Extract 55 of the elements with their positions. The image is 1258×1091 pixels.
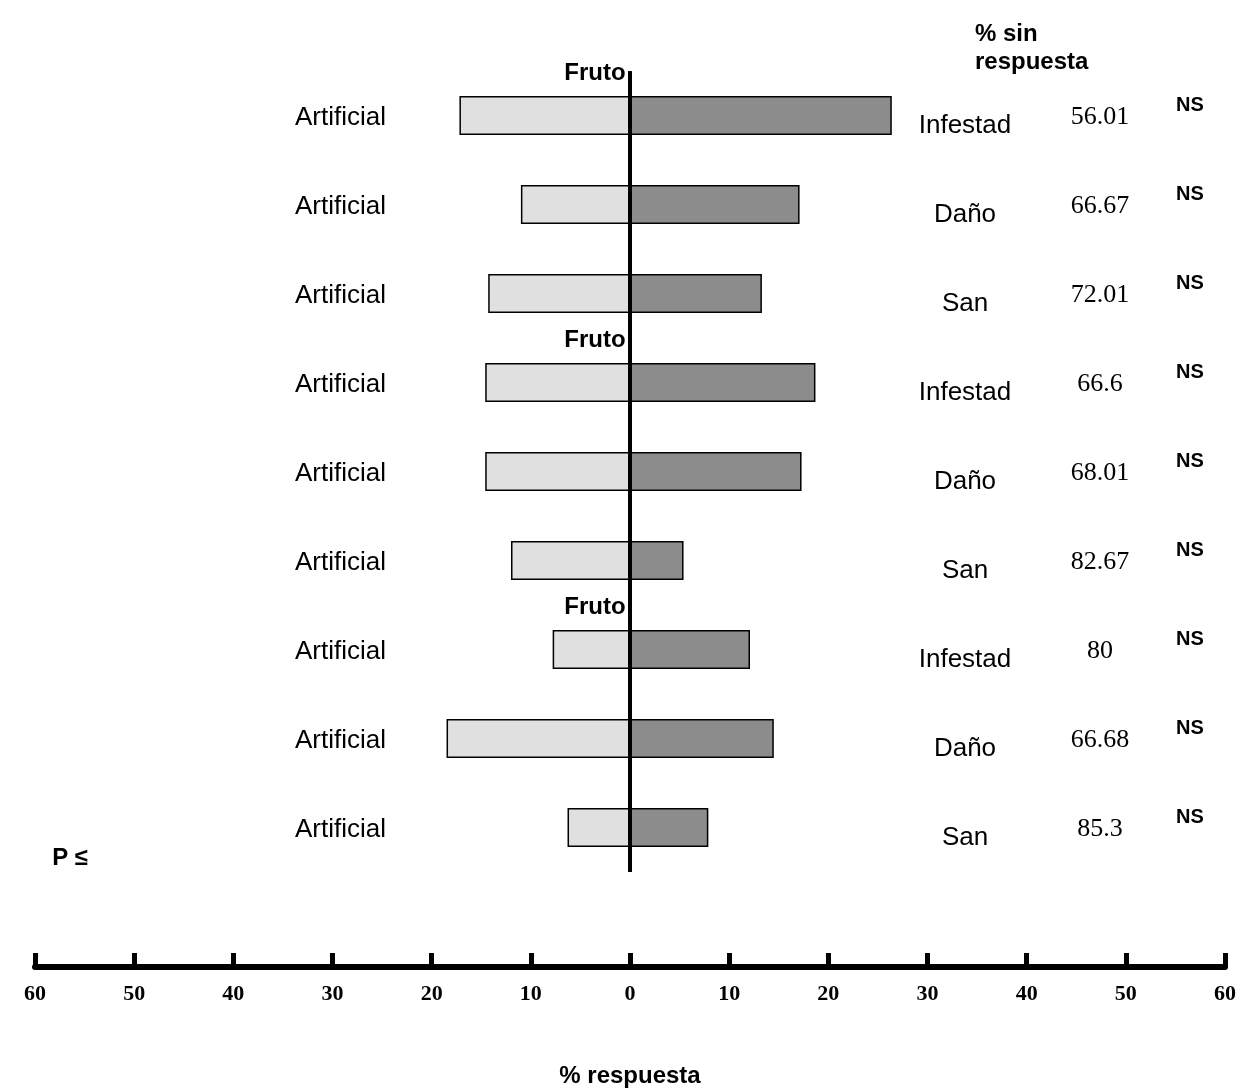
annotation: NS xyxy=(1176,92,1204,115)
x-tick-label: 40 xyxy=(1015,979,1038,1005)
x-tick-label: 10 xyxy=(718,979,741,1005)
annotation: Infestad xyxy=(918,642,1012,673)
y-tick-label: Artificial xyxy=(295,812,387,843)
y-tick-label: Artificial xyxy=(295,634,387,665)
y-tick-label: Artificial xyxy=(295,189,387,220)
annotation: NS xyxy=(1176,448,1204,471)
y-tick-label: Artificial xyxy=(295,456,387,487)
x-tick-label: 10 xyxy=(519,979,542,1005)
annotation: 66.6 xyxy=(1077,368,1123,397)
annotation: Fruto xyxy=(564,58,626,85)
x-tick-label: 30 xyxy=(321,979,344,1005)
x-tick-label: 20 xyxy=(817,979,840,1005)
x-tick-label: 20 xyxy=(420,979,443,1005)
annotation: Fruto xyxy=(564,325,626,352)
annotation: 85.3 xyxy=(1077,813,1123,842)
y-tick-label: Artificial xyxy=(295,278,387,309)
y-tick-label: Artificial xyxy=(295,100,387,131)
annotation: 66.67 xyxy=(1070,190,1130,219)
annotation: Infestad xyxy=(918,108,1012,139)
annotation: 80 xyxy=(1087,635,1113,664)
annotation: 56.01 xyxy=(1070,101,1130,130)
annotation: NS xyxy=(1176,181,1204,204)
annotation: San xyxy=(941,553,989,584)
x-tick-label: 40 xyxy=(222,979,245,1005)
x-tick-label: 0 xyxy=(624,979,636,1005)
annotation: NS xyxy=(1176,537,1204,560)
annotation: 68.01 xyxy=(1070,457,1130,486)
annotation: Fruto xyxy=(564,592,626,619)
annotation: Daño xyxy=(933,464,997,495)
y-tick-label: Artificial xyxy=(295,545,387,576)
annotation: Daño xyxy=(933,731,997,762)
annotation: 66.68 xyxy=(1070,724,1130,753)
annotation: 82.67 xyxy=(1070,546,1130,575)
x-tick-label: 60 xyxy=(1214,979,1236,1005)
annotation: NS xyxy=(1176,359,1204,382)
annotation: NS xyxy=(1176,626,1204,649)
annotation: % sin respuesta xyxy=(975,18,1090,74)
x-tick-label: 50 xyxy=(1114,979,1137,1005)
annotation: NS xyxy=(1176,715,1204,738)
x-axis-title: % respuesta xyxy=(559,1060,702,1088)
annotation: Daño xyxy=(933,197,997,228)
y-tick-label: Artificial xyxy=(295,367,387,398)
annotation: San xyxy=(941,820,989,851)
x-tick-label: 30 xyxy=(916,979,939,1005)
x-tick-label: 50 xyxy=(123,979,146,1005)
annotation: NS xyxy=(1176,270,1204,293)
annotation: San xyxy=(941,286,989,317)
annotation: NS xyxy=(1176,804,1204,827)
annotation: Infestad xyxy=(918,375,1012,406)
annotation: P ≤ xyxy=(52,843,88,870)
y-tick-label: Artificial xyxy=(295,723,387,754)
annotation: 72.01 xyxy=(1070,279,1130,308)
x-tick-label: 60 xyxy=(24,979,46,1005)
